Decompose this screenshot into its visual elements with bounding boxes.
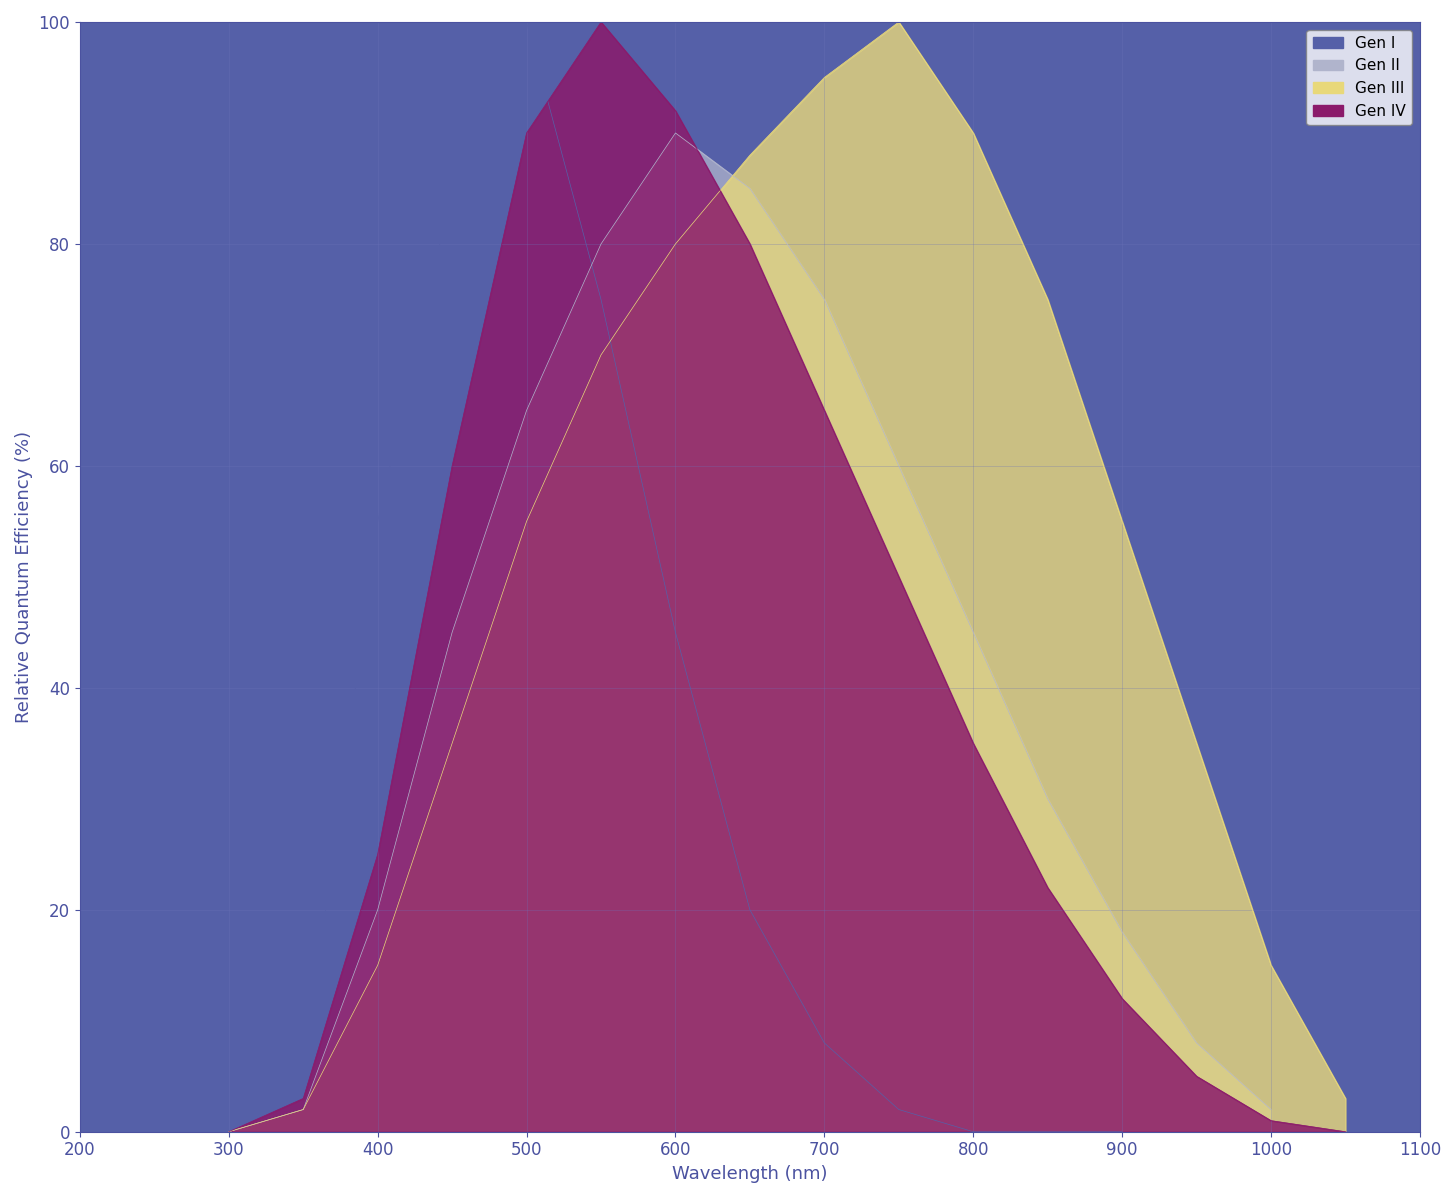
Y-axis label: Relative Quantum Efficiency (%): Relative Quantum Efficiency (%) (15, 431, 33, 722)
Legend: Gen I, Gen II, Gen III, Gen IV: Gen I, Gen II, Gen III, Gen IV (1306, 30, 1412, 125)
X-axis label: Wavelength (nm): Wavelength (nm) (673, 1164, 827, 1182)
